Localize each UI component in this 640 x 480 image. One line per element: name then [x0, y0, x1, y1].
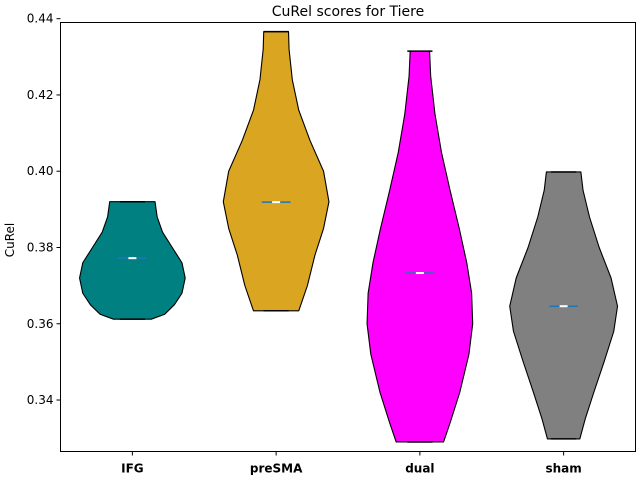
- violin-dual: [366, 50, 474, 443]
- chart-title: CuRel scores for Tiere: [272, 4, 424, 20]
- violin-group: [79, 30, 619, 443]
- x-axis-ticks: IFG preSMA dual sham: [121, 451, 582, 476]
- y-tick-label: 0.42: [27, 88, 54, 102]
- x-tick-label: sham: [545, 462, 581, 476]
- y-axis-label: CuRel: [3, 223, 17, 258]
- violin-preSMA: [222, 31, 330, 312]
- y-tick-label: 0.40: [27, 164, 54, 178]
- y-axis-ticks: 0.34 0.36 0.38 0.40 0.42 0.44: [27, 12, 61, 407]
- y-tick-label: 0.36: [27, 317, 54, 331]
- x-tick-label: preSMA: [250, 462, 303, 476]
- x-tick-label: dual: [405, 462, 434, 476]
- y-tick-label: 0.38: [27, 240, 54, 254]
- violin-IFG: [79, 201, 186, 320]
- y-tick-label: 0.44: [27, 12, 54, 26]
- y-tick-label: 0.34: [27, 393, 54, 407]
- plot-frame: [60, 22, 636, 452]
- x-tick-label: IFG: [121, 462, 144, 476]
